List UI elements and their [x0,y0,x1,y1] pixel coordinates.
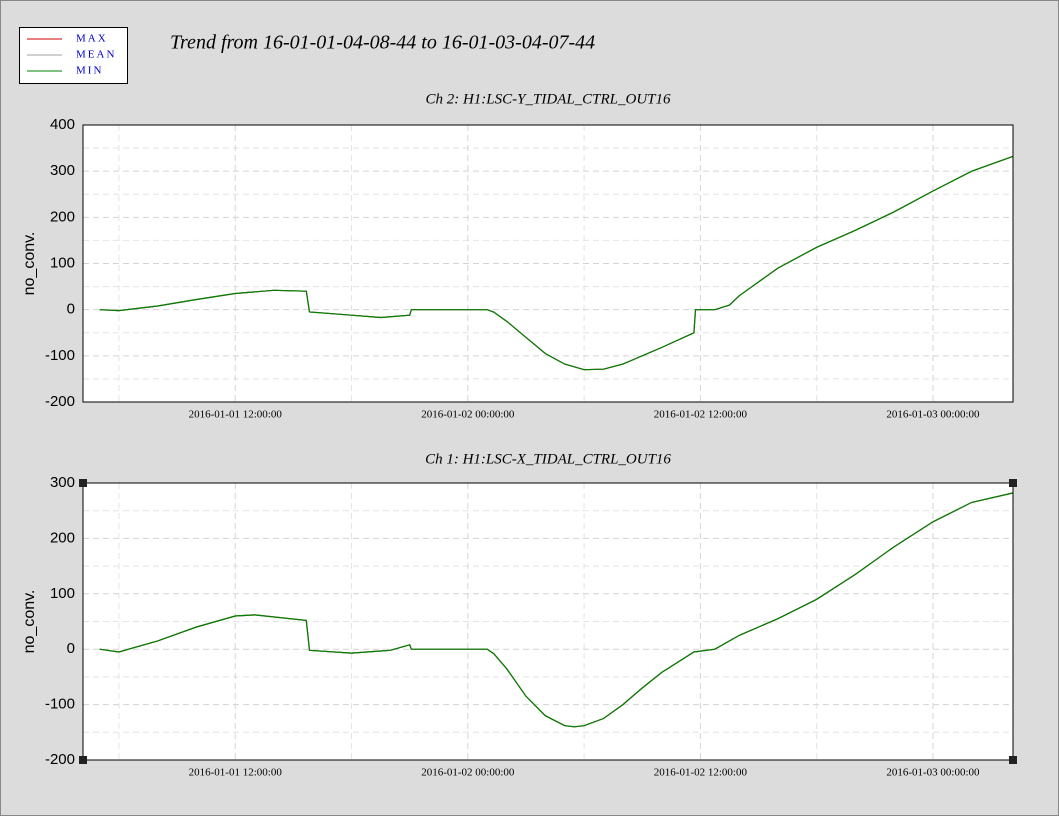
x-tick-label: 2016-01-02 00:00:00 [421,409,515,421]
y-tick-label: -100 [45,696,75,713]
plot-border [82,124,1014,403]
y-tick-label: -100 [45,347,75,364]
x-tick-label: 2016-01-02 12:00:00 [654,409,748,421]
y-tick-label: 300 [50,474,75,491]
y-tick-label: -200 [45,751,75,768]
x-tick-label: 2016-01-02 12:00:00 [654,767,748,779]
y-axis-label: no_conv. [21,232,38,296]
y-tick-label: 200 [50,208,75,225]
selection-handle [79,756,87,764]
legend-label: MIN [76,65,103,77]
y-tick-label: -200 [45,393,75,410]
x-tick-label: 2016-01-01 12:00:00 [189,767,283,779]
series-line [99,155,1014,371]
x-tick-label: 2016-01-02 00:00:00 [421,767,515,779]
y-tick-label: 0 [67,301,75,318]
y-tick-label: 300 [50,162,75,179]
series-line [99,492,1013,728]
y-tick-label: 100 [50,585,75,602]
y-tick-label: 100 [50,254,75,271]
y-axis-label: no_conv. [21,590,38,654]
x-tick-label: 2016-01-03 00:00:00 [886,767,980,779]
selection-handle [1009,756,1017,764]
x-tick-label: 2016-01-03 00:00:00 [886,409,980,421]
plot-border [82,482,1014,761]
x-tick-label: 2016-01-01 12:00:00 [189,409,283,421]
legend-label: MEAN [76,49,116,61]
y-tick-label: 200 [50,529,75,546]
legend-label: MAX [76,33,108,45]
chart-title: Ch 1: H1:LSC-X_TIDAL_CTRL_OUT16 [425,451,671,467]
selection-handle [1009,479,1017,487]
y-tick-label: 400 [50,116,75,133]
chart-title: Ch 2: H1:LSC-Y_TIDAL_CTRL_OUT16 [425,91,671,107]
selection-handle [79,479,87,487]
y-tick-label: 0 [67,640,75,657]
main-title: Trend from 16-01-01-04-08-44 to 16-01-03… [170,32,595,54]
